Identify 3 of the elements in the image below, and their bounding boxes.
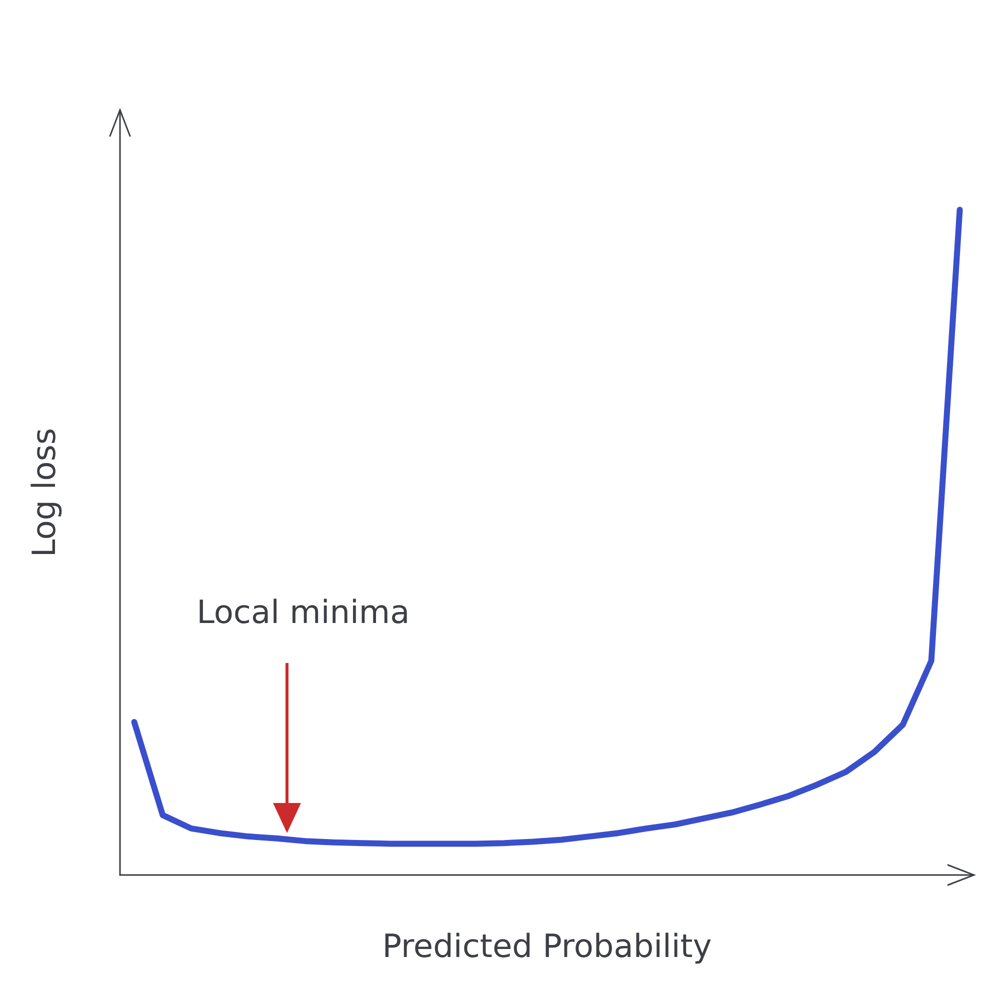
y-axis-title: Log loss [25,428,63,558]
annotation: Local minima [196,593,410,632]
x-axis-title: Predicted Probability [382,927,712,965]
